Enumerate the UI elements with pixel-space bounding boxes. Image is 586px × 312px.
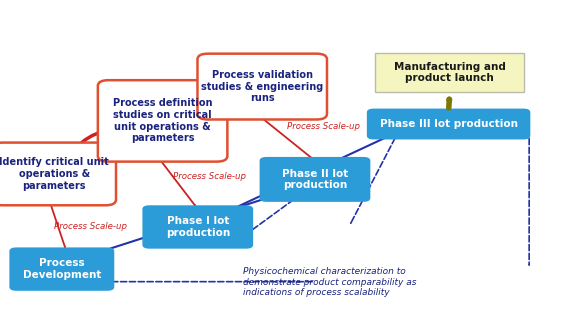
FancyBboxPatch shape [0,143,116,205]
Text: Identify critical unit
operations &
parameters: Identify critical unit operations & para… [0,157,109,191]
Text: Phase I lot
production: Phase I lot production [166,216,230,238]
Text: Physicochemical characterization to
demonstrate product comparability as
indicat: Physicochemical characterization to demo… [243,267,417,297]
Text: Process Scale-up: Process Scale-up [287,122,360,131]
FancyBboxPatch shape [98,80,227,162]
Text: Process Scale-up: Process Scale-up [173,172,246,181]
FancyBboxPatch shape [260,157,370,202]
FancyBboxPatch shape [142,205,253,249]
Text: Process
Development: Process Development [23,258,101,280]
Text: Manufacturing and
product launch: Manufacturing and product launch [394,62,506,83]
FancyBboxPatch shape [375,53,524,92]
FancyBboxPatch shape [367,109,530,139]
Text: Process definition
studies on critical
unit operations &
parameters: Process definition studies on critical u… [113,99,212,143]
Text: Process Scale-up: Process Scale-up [54,222,128,231]
FancyBboxPatch shape [197,54,327,119]
Text: Process validation
studies & engineering
runs: Process validation studies & engineering… [201,70,323,103]
FancyBboxPatch shape [9,247,114,291]
Text: Phase II lot
production: Phase II lot production [282,168,348,190]
Text: Phase III lot production: Phase III lot production [380,119,517,129]
